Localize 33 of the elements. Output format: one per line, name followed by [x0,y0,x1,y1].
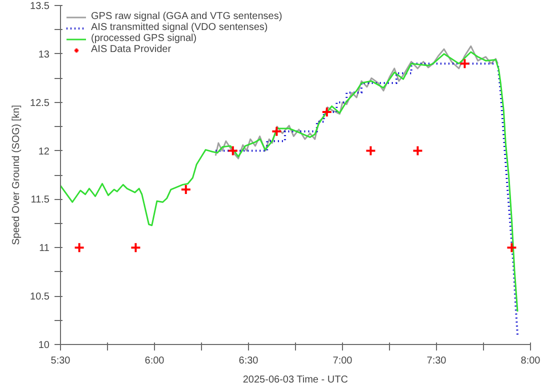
point [74,242,85,254]
point [227,145,238,156]
y-tick-label: 11.5 [30,194,50,206]
line-series [60,51,518,312]
line-series [214,45,499,160]
y-tick-label: 11 [39,243,50,254]
legend-label: AIS transmitted signal (VDO sentenses) [91,22,268,33]
legend-label: GPS raw signal (GGA and VTG sentenses) [91,11,282,22]
y-tick-label: 12 [38,146,50,158]
y-axis-title: Speed Over Ground (SOG) [kn] [11,104,22,246]
point [130,242,142,254]
x-tick-label: 8:00 [520,356,541,366]
x-tick-label: 7:30 [426,356,447,366]
y-tick-label: 13 [38,49,50,60]
point [321,106,332,118]
x-tick-label: 6:30 [238,356,259,366]
y-tick-label: 10.5 [30,292,50,303]
line-series [214,62,519,336]
y-tick-label: 12.5 [30,98,50,109]
legend-label: AIS Data Provider [91,44,172,55]
point [412,145,424,156]
point [506,242,518,254]
point [271,126,282,137]
y-tick-label: 13.5 [30,1,50,12]
x-tick-label: 7:00 [332,356,353,366]
point [180,184,192,196]
legend-label: (processed GPS signal) [91,33,197,44]
point [365,145,376,156]
x-tick-label: 6:00 [144,356,165,366]
x-axis-title: 2025-06-03 Time - UTC [242,374,348,386]
x-tick-label: 5:30 [50,356,71,366]
point [459,58,470,70]
y-tick-label: 10 [38,340,50,351]
